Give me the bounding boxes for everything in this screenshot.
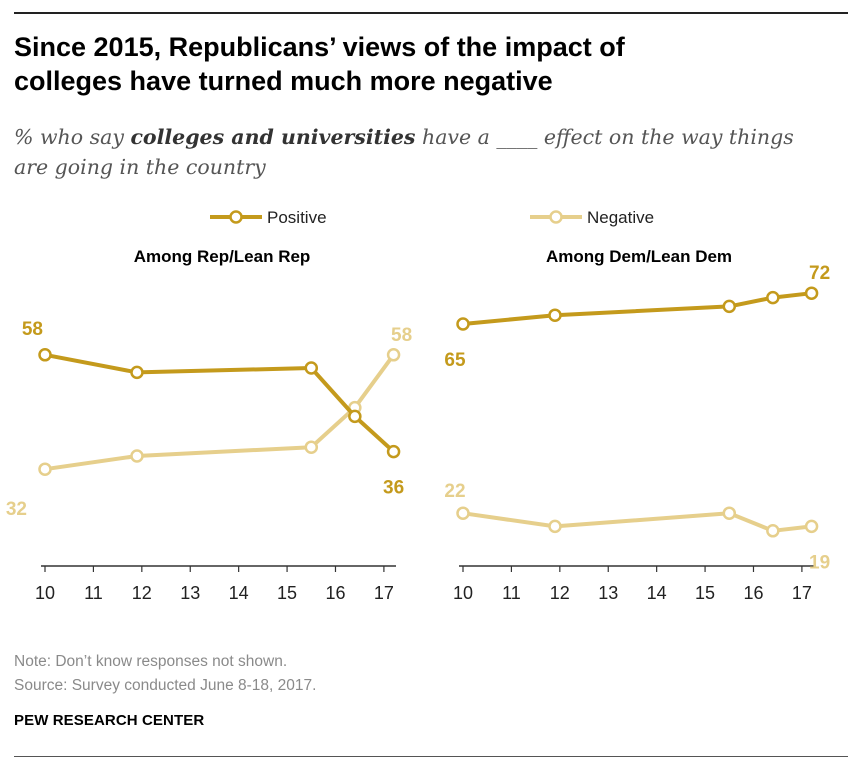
legend-marker-positive bbox=[229, 210, 243, 224]
chart-title: Since 2015, Republicans’ views of the im… bbox=[14, 30, 848, 98]
x-tick-label-0-1: 11 bbox=[84, 583, 103, 603]
data-point-negative-0-0 bbox=[38, 462, 52, 476]
series-line-positive-1 bbox=[462, 291, 812, 326]
x-tick-label-0-3: 13 bbox=[180, 583, 200, 603]
data-point-negative-1-0 bbox=[456, 506, 470, 520]
x-tick-label-0-6: 16 bbox=[325, 583, 345, 603]
x-tick-label-1-2: 12 bbox=[550, 583, 570, 603]
data-point-positive-1-1 bbox=[548, 308, 562, 322]
data-label-1-0: 65 bbox=[444, 350, 466, 371]
legend-marker-negative bbox=[549, 210, 563, 224]
data-label-0-1: 36 bbox=[383, 478, 404, 499]
data-point-negative-1-1 bbox=[548, 519, 562, 534]
data-point-negative-0-4 bbox=[386, 348, 401, 362]
subtitle-line-1: % who say colleges and universities have… bbox=[14, 122, 848, 152]
brand-label: PEW RESEARCH CENTER bbox=[14, 712, 205, 729]
x-tick-label-0-4: 14 bbox=[229, 583, 249, 603]
panel-title-0: Among Rep/Lean Rep bbox=[134, 247, 311, 266]
top-rule bbox=[14, 12, 848, 14]
legend-label-positive: Positive bbox=[267, 208, 327, 227]
subtitle-prefix: % who say bbox=[14, 125, 131, 149]
data-point-positive-0-1 bbox=[130, 365, 144, 380]
x-tick-label-0-2: 12 bbox=[132, 583, 152, 603]
x-tick-label-1-4: 14 bbox=[647, 583, 667, 603]
data-point-negative-1-3 bbox=[766, 524, 780, 538]
data-point-positive-1-4 bbox=[804, 286, 819, 300]
data-label-1-3: 19 bbox=[809, 552, 830, 573]
source-text: Source: Survey conducted June 8-18, 2017… bbox=[14, 677, 317, 694]
data-label-1-2: 22 bbox=[444, 481, 465, 502]
x-tick-label-0-0: 10 bbox=[35, 583, 55, 603]
x-tick-label-1-1: 11 bbox=[502, 583, 521, 603]
data-label-0-3: 58 bbox=[391, 325, 412, 346]
series-line-negative-1 bbox=[462, 511, 812, 533]
data-point-negative-1-4 bbox=[804, 519, 819, 534]
data-label-1-1: 72 bbox=[809, 263, 830, 284]
title-line-1: Since 2015, Republicans’ views of the im… bbox=[14, 32, 625, 62]
data-point-positive-1-3 bbox=[766, 290, 780, 305]
title-line-2: colleges have turned much more negative bbox=[14, 66, 553, 96]
data-point-negative-0-2 bbox=[304, 440, 319, 454]
data-point-positive-0-0 bbox=[38, 348, 52, 362]
data-point-positive-1-0 bbox=[456, 317, 470, 331]
x-tick-label-1-0: 10 bbox=[453, 583, 473, 603]
chart-subtitle: % who say colleges and universities have… bbox=[14, 122, 848, 182]
x-tick-label-1-3: 13 bbox=[598, 583, 618, 603]
data-label-0-2: 32 bbox=[6, 499, 27, 520]
subtitle-line-2: are going in the country bbox=[14, 155, 266, 179]
data-point-negative-1-2 bbox=[722, 506, 737, 520]
subtitle-emphasis: colleges and universities bbox=[130, 125, 416, 149]
subtitle-suffix: have a ____ effect on the way things bbox=[415, 125, 794, 149]
note-text: Note: Don’t know responses not shown. bbox=[14, 653, 288, 670]
x-tick-label-0-5: 15 bbox=[277, 583, 297, 603]
data-point-positive-1-2 bbox=[722, 299, 737, 314]
bottom-rule bbox=[14, 756, 848, 757]
series-line-positive-0 bbox=[44, 352, 395, 454]
data-label-0-0: 58 bbox=[22, 319, 43, 340]
panel-title-1: Among Dem/Lean Dem bbox=[546, 247, 732, 266]
x-tick-label-1-5: 15 bbox=[695, 583, 715, 603]
x-tick-label-1-6: 16 bbox=[743, 583, 763, 603]
data-point-negative-0-1 bbox=[130, 449, 144, 463]
x-tick-label-0-7: 17 bbox=[374, 583, 394, 603]
x-tick-label-1-7: 17 bbox=[792, 583, 812, 603]
data-point-positive-0-4 bbox=[386, 444, 401, 459]
data-point-positive-0-3 bbox=[348, 409, 362, 424]
legend-label-negative: Negative bbox=[587, 208, 654, 227]
data-point-positive-0-2 bbox=[304, 361, 319, 375]
